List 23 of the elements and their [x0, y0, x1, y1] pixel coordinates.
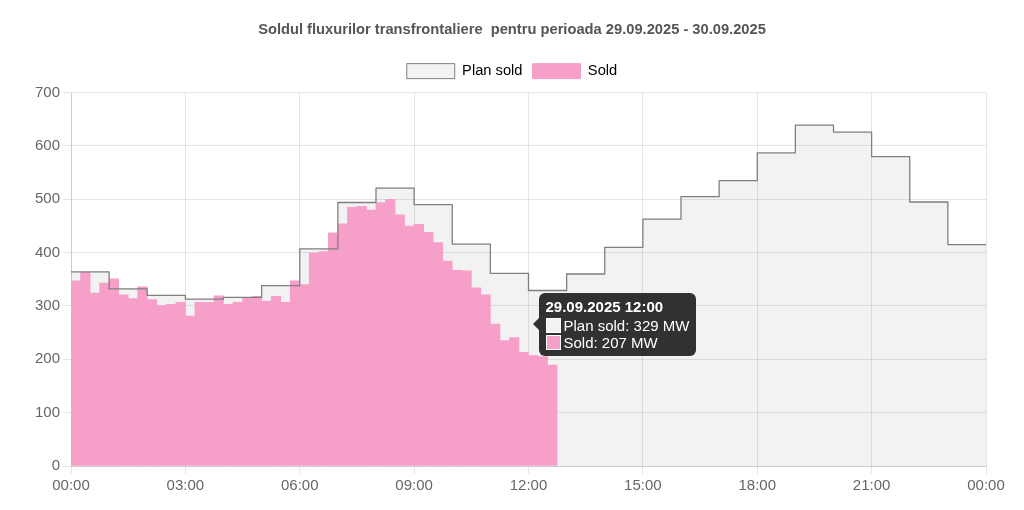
x-tick-label: 00:00 — [52, 476, 90, 494]
y-tick-label: 300 — [34, 296, 60, 314]
x-tick-label: 06:00 — [280, 476, 319, 494]
x-tick-label: 09:00 — [395, 476, 433, 494]
x-tick-label: 03:00 — [166, 476, 205, 494]
legend-label: Plan sold — [462, 62, 523, 79]
x-tick-label: 21:00 — [852, 476, 891, 494]
y-tick-label: 100 — [34, 402, 60, 420]
y-tick-label: 600 — [34, 136, 60, 154]
annotation: Plan sold: 329 MW — [563, 316, 690, 334]
x-tick-label: 18:00 — [738, 476, 777, 494]
y-tick-label: 0 — [51, 456, 60, 474]
chart-title: Soldul fluxurilor transfrontaliere pentru perioada 29.09.2025 - 30.09.2025 — [258, 20, 766, 37]
x-tick-label: 15:00 — [624, 476, 662, 494]
y-tick-label: 200 — [34, 349, 60, 367]
y-tick-label: 400 — [34, 242, 60, 260]
legend-label: Sold — [587, 62, 618, 79]
x-tick-label: 00:00 — [967, 476, 1005, 494]
y-tick-label: 700 — [34, 82, 60, 100]
annotation: 29.09.2025 12:00 — [545, 297, 665, 315]
x-tick-label: 12:00 — [509, 476, 548, 494]
y-tick-label: 500 — [34, 189, 60, 207]
annotation: Sold: 207 MW — [563, 333, 658, 351]
